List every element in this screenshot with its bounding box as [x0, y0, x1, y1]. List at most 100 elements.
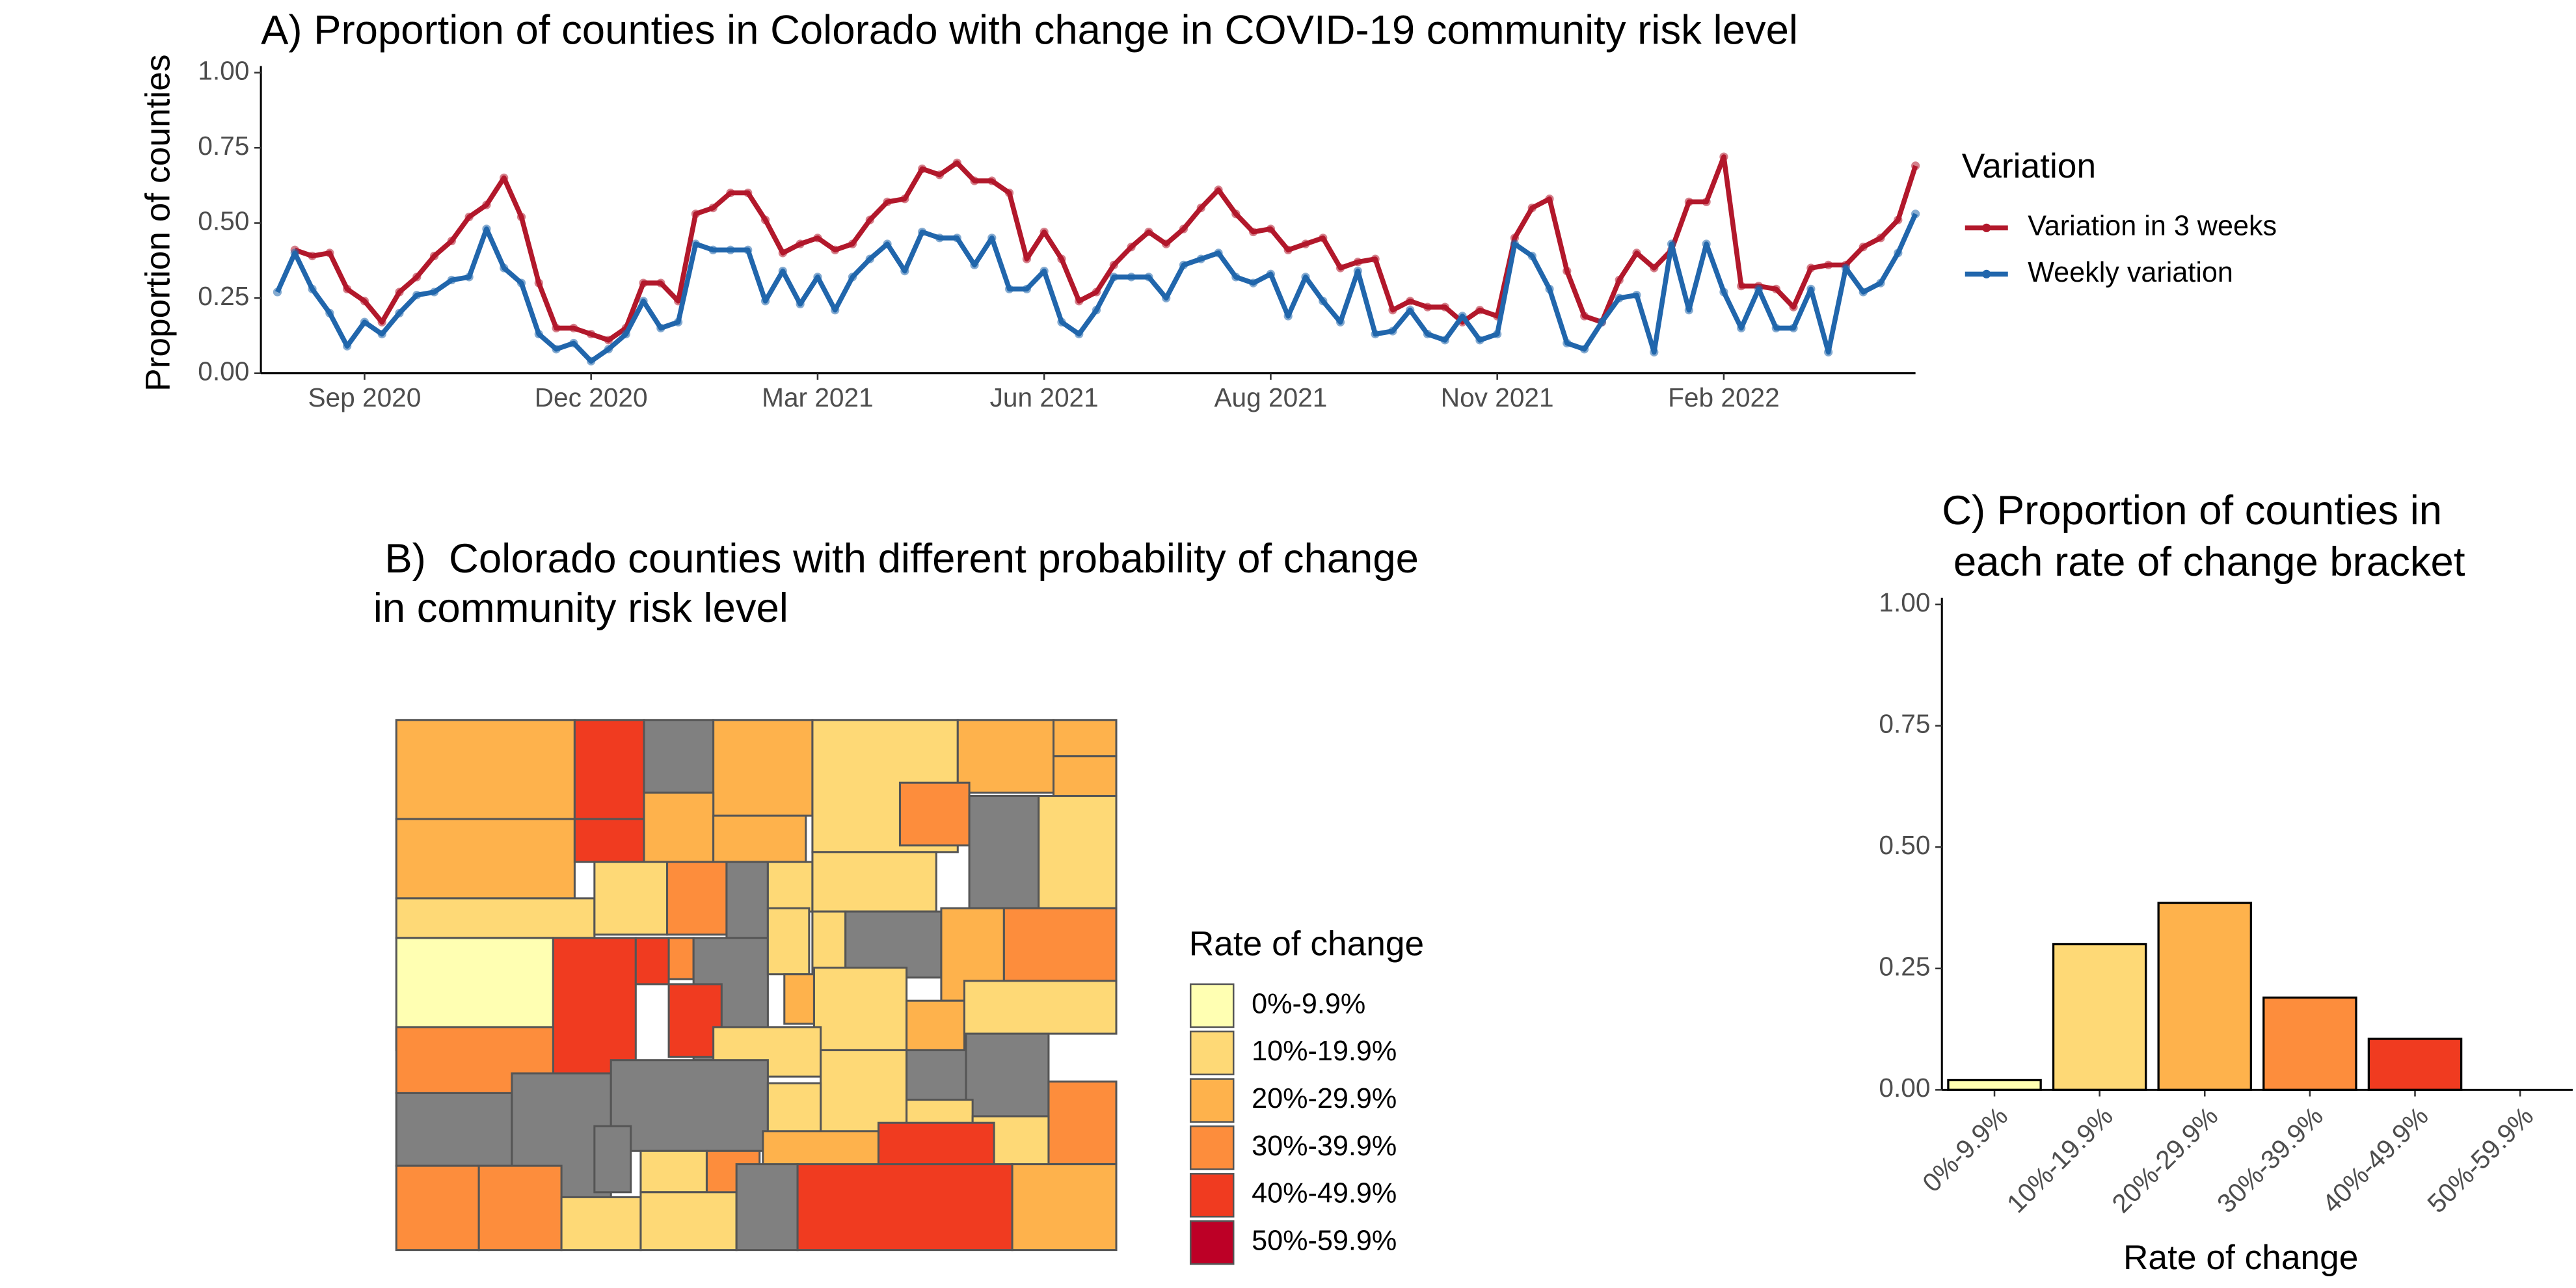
- bar: [2367, 1038, 2463, 1092]
- series-point: [1040, 227, 1049, 237]
- legend-swatch: [1189, 983, 1235, 1028]
- series-point: [1510, 234, 1520, 243]
- county: [477, 1164, 563, 1252]
- series-point: [1667, 239, 1676, 248]
- series-point: [831, 306, 840, 315]
- series-point: [744, 245, 753, 254]
- series-point: [1876, 234, 1885, 243]
- legend-label: 10%-19.9%: [1252, 1036, 1397, 1067]
- county: [906, 1049, 967, 1101]
- y-tick-label: 0.00: [198, 356, 249, 386]
- series-point: [1510, 239, 1520, 248]
- series-point: [1231, 273, 1241, 282]
- series-point: [1737, 323, 1746, 332]
- series-point: [1109, 273, 1118, 282]
- series-point: [1319, 297, 1328, 306]
- series-point: [1214, 185, 1223, 195]
- series-point: [656, 323, 665, 332]
- series-point: [1475, 336, 1484, 345]
- series-point: [1144, 227, 1153, 237]
- series-point: [1894, 248, 1903, 258]
- y-axis-label: Proportion of counties: [139, 54, 177, 391]
- series-point: [1894, 215, 1903, 224]
- series-point: [865, 215, 874, 224]
- series-point: [1737, 282, 1746, 291]
- county: [796, 1163, 1013, 1252]
- series-point: [952, 234, 961, 243]
- series-point: [1109, 260, 1118, 269]
- legend-key-point: [1982, 223, 1991, 232]
- series-point: [1440, 336, 1449, 345]
- series-point: [1283, 312, 1293, 321]
- series-point: [377, 317, 386, 327]
- series-point: [360, 317, 369, 327]
- series-point: [883, 197, 892, 206]
- series-point: [1127, 273, 1136, 282]
- legend-swatch: [1189, 1173, 1235, 1218]
- series-point: [1144, 273, 1153, 282]
- series-point: [1371, 330, 1380, 339]
- colorado-map: [395, 719, 1118, 1252]
- series-point: [1214, 248, 1223, 258]
- series-point: [1092, 288, 1101, 297]
- series-point: [1004, 284, 1014, 293]
- series-point: [1196, 203, 1205, 213]
- series-point: [621, 330, 630, 339]
- series-point: [377, 330, 386, 339]
- series-point: [517, 212, 526, 222]
- series-point: [796, 239, 805, 248]
- series-point: [290, 248, 299, 258]
- series-point: [325, 308, 334, 317]
- series-point: [639, 297, 648, 306]
- bar: [2262, 996, 2357, 1092]
- series-point: [1458, 312, 1467, 321]
- series-point: [935, 234, 945, 243]
- x-tick-label: Aug 2021: [1214, 382, 1327, 412]
- series-point: [429, 251, 439, 261]
- series-point: [1806, 284, 1816, 293]
- legend-label: Variation in 3 weeks: [2028, 211, 2277, 242]
- series-point: [1406, 306, 1415, 315]
- series-point: [970, 176, 979, 185]
- series-point: [1040, 267, 1049, 276]
- series-point: [848, 273, 857, 282]
- series-point: [1684, 197, 1693, 206]
- series-point: [1406, 297, 1415, 306]
- series-point: [1650, 263, 1659, 273]
- series-point: [1545, 284, 1554, 293]
- series-point: [395, 308, 404, 317]
- series-point: [987, 176, 997, 185]
- series-point: [1615, 275, 1624, 285]
- series-point: [1388, 327, 1397, 336]
- county: [811, 851, 937, 913]
- series-point: [1004, 188, 1014, 198]
- county: [573, 818, 645, 863]
- series-point: [308, 251, 317, 261]
- legend-swatch: [1189, 1125, 1235, 1170]
- chart-title: each rate of change bracket: [1942, 539, 2465, 585]
- series-point: [900, 195, 909, 204]
- series-point: [987, 234, 997, 243]
- series-point: [935, 170, 945, 180]
- series-point: [1702, 239, 1711, 248]
- series-point: [656, 278, 665, 288]
- county: [639, 1149, 708, 1194]
- series-point: [500, 263, 509, 273]
- series-point: [708, 203, 718, 213]
- series-point: [708, 245, 718, 254]
- series-point: [1806, 263, 1816, 273]
- series-point: [1876, 278, 1885, 288]
- series-point: [1179, 224, 1188, 234]
- series-point: [1632, 290, 1641, 300]
- series-point: [1789, 302, 1798, 312]
- y-tick-label: 1.00: [1879, 587, 1930, 617]
- series-point: [900, 267, 909, 276]
- series-point: [1527, 203, 1536, 213]
- series-point: [1162, 293, 1171, 302]
- series-point: [517, 278, 526, 288]
- series-point: [1719, 288, 1728, 297]
- county: [783, 973, 815, 1025]
- legend-label: 0%-9.9%: [1252, 988, 1365, 1019]
